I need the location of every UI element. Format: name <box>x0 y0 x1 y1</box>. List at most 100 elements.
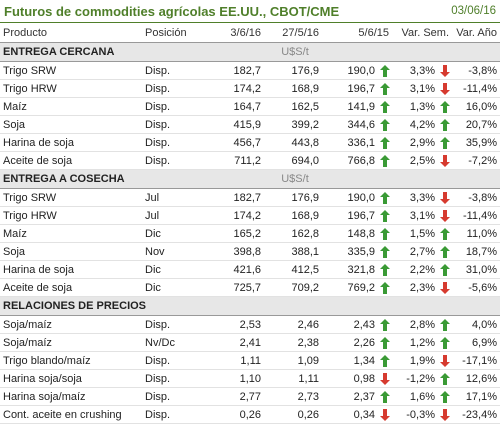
price-week-ago: 176,9 <box>264 61 322 80</box>
product: Soja <box>0 242 142 261</box>
year-trend <box>438 188 453 207</box>
price-year-ago: 2,43 <box>322 315 378 334</box>
year-change: 16,0% <box>452 97 500 116</box>
price-week-ago: 162,8 <box>264 224 322 243</box>
column-header: 3/6/16 <box>212 22 264 43</box>
price-week-ago: 412,5 <box>264 260 322 279</box>
price-current: 456,7 <box>212 133 264 152</box>
product: Trigo blando/maíz <box>0 351 142 370</box>
arrow-up <box>440 372 450 385</box>
year-trend <box>438 387 453 406</box>
year-change: 18,7% <box>452 242 500 261</box>
position: Jul <box>142 188 212 207</box>
position: Disp. <box>142 133 212 152</box>
product: Harina de soja <box>0 260 142 279</box>
price-current: 725,7 <box>212 278 264 297</box>
price-week-ago: 2,73 <box>264 387 322 406</box>
section-unit: U$S/t <box>212 42 378 62</box>
year-change: -11,4% <box>452 206 500 225</box>
week-change: 1,9% <box>392 351 438 370</box>
year-trend <box>438 278 453 297</box>
arrow-down <box>380 372 390 385</box>
year-trend <box>438 369 453 388</box>
arrow-up <box>380 281 390 294</box>
arrow-shape <box>380 118 390 131</box>
product: Soja <box>0 115 142 134</box>
week-trend <box>378 260 392 279</box>
year-trend <box>438 260 453 279</box>
arrow-shape <box>440 118 450 131</box>
week-change: 2,3% <box>392 278 438 297</box>
price-week-ago: 1,11 <box>264 369 322 388</box>
position: Disp. <box>142 97 212 116</box>
price-year-ago: 190,0 <box>322 61 378 80</box>
table-row: Harina soja/maíz Disp. 2,77 2,73 2,37 1,6% 17,… <box>0 387 500 406</box>
section-fill <box>378 169 500 189</box>
arrow-shape <box>380 281 390 294</box>
section-header: ENTREGA CERCANA U$S/t <box>0 42 500 62</box>
week-trend <box>378 224 392 243</box>
price-week-ago: 176,9 <box>264 188 322 207</box>
year-trend <box>438 115 453 134</box>
price-year-ago: 148,8 <box>322 224 378 243</box>
arrow-up <box>380 136 390 149</box>
week-change: 3,3% <box>392 188 438 207</box>
position: Disp. <box>142 351 212 370</box>
section-header: RELACIONES DE PRECIOS <box>0 296 500 316</box>
table-row: Aceite de soja Disp. 711,2 694,0 766,8 2,5% -7… <box>0 151 500 170</box>
arrow-shape <box>380 354 390 367</box>
year-trend <box>438 79 453 98</box>
week-change: 1,6% <box>392 387 438 406</box>
price-week-ago: 1,09 <box>264 351 322 370</box>
table-row: Trigo HRW Disp. 174,2 168,9 196,7 3,1% -11,4% <box>0 79 500 98</box>
table-row: Trigo HRW Jul 174,2 168,9 196,7 3,1% -11,4% <box>0 206 500 225</box>
arrow-up <box>440 318 450 331</box>
year-trend <box>438 242 453 261</box>
price-year-ago: 196,7 <box>322 79 378 98</box>
year-change: 35,9% <box>452 133 500 152</box>
arrow-down <box>440 354 450 367</box>
price-week-ago: 162,5 <box>264 97 322 116</box>
week-change: 2,7% <box>392 242 438 261</box>
arrow-down <box>440 209 450 222</box>
arrow-up <box>380 318 390 331</box>
arrow-shape <box>440 372 450 385</box>
arrow-shape <box>440 390 450 403</box>
week-trend <box>378 278 392 297</box>
week-trend <box>378 115 392 134</box>
arrow-shape <box>440 191 450 204</box>
arrow-shape <box>380 263 390 276</box>
price-year-ago: 196,7 <box>322 206 378 225</box>
arrow-up <box>380 336 390 349</box>
column-header: Var. Sem. <box>392 22 453 43</box>
year-trend <box>438 333 453 352</box>
price-current: 1,11 <box>212 351 264 370</box>
price-year-ago: 769,2 <box>322 278 378 297</box>
product: Harina de soja <box>0 133 142 152</box>
arrow-up <box>380 100 390 113</box>
table-row: Maíz Dic 165,2 162,8 148,8 1,5% 11,0% <box>0 224 500 243</box>
table-row: Aceite de soja Dic 725,7 709,2 769,2 2,3% -5,6… <box>0 278 500 297</box>
price-current: 711,2 <box>212 151 264 170</box>
product: Soja/maíz <box>0 315 142 334</box>
product: Trigo HRW <box>0 79 142 98</box>
arrow-up <box>440 390 450 403</box>
arrow-shape <box>380 64 390 77</box>
year-change: -5,6% <box>452 278 500 297</box>
section-unit: U$S/t <box>212 169 378 189</box>
arrow-shape <box>440 64 450 77</box>
year-change: -11,4% <box>452 79 500 98</box>
position: Disp. <box>142 387 212 406</box>
year-trend <box>438 206 453 225</box>
arrow-shape <box>380 336 390 349</box>
price-year-ago: 344,6 <box>322 115 378 134</box>
price-current: 398,8 <box>212 242 264 261</box>
table-row: Soja/maíz Disp. 2,53 2,46 2,43 2,8% 4,0% <box>0 315 500 334</box>
arrow-up <box>440 245 450 258</box>
column-header: Var. Año <box>452 22 500 43</box>
year-change: -17,1% <box>452 351 500 370</box>
price-current: 164,7 <box>212 97 264 116</box>
week-change: 1,3% <box>392 97 438 116</box>
arrow-shape <box>380 227 390 240</box>
week-change: 1,2% <box>392 333 438 352</box>
